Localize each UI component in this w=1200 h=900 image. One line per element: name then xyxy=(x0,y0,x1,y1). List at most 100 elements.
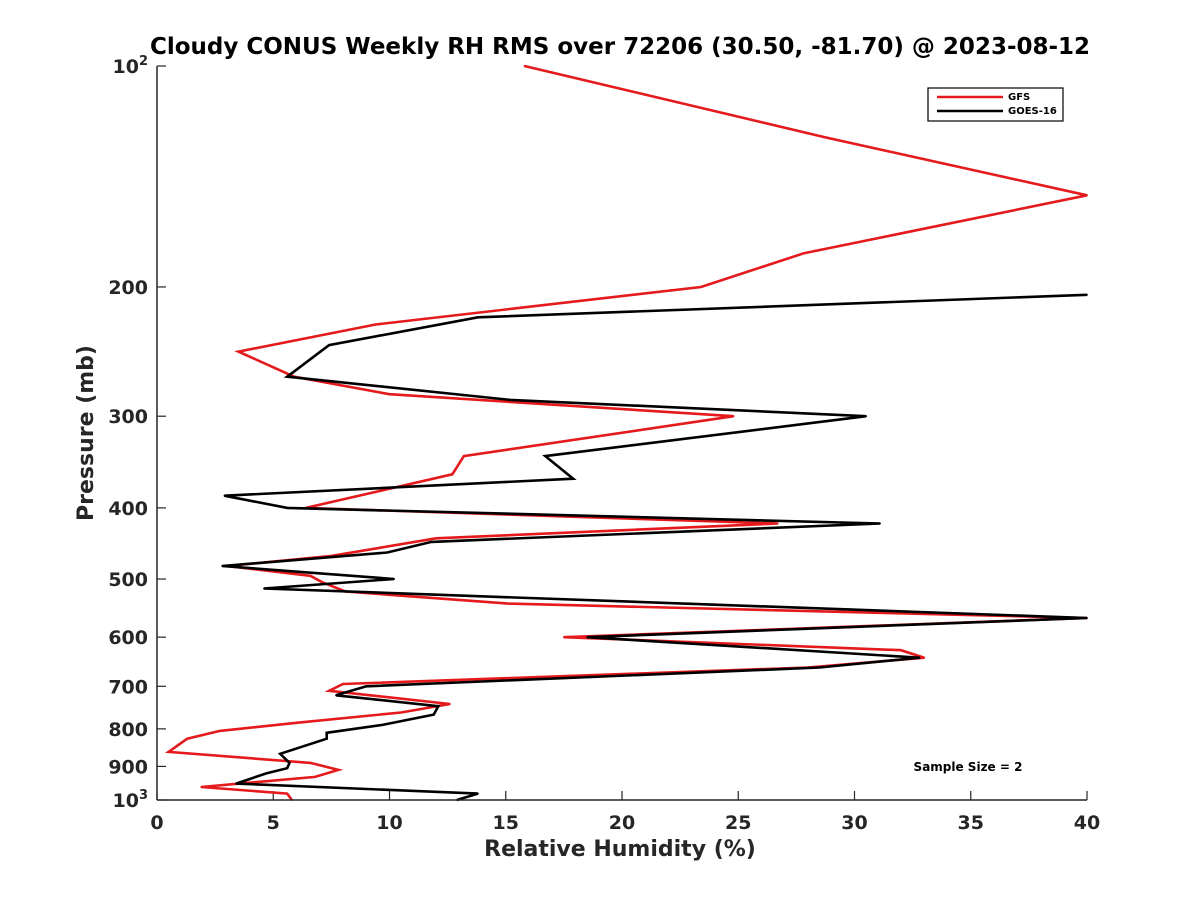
y-tick-label: 103 xyxy=(113,788,149,812)
data-point-gfs xyxy=(923,656,926,659)
chart-title: Cloudy CONUS Weekly RH RMS over 72206 (3… xyxy=(150,34,1090,60)
y-tick-label: 900 xyxy=(108,756,148,778)
y-tick-label: 400 xyxy=(108,498,148,520)
data-point-goes16 xyxy=(393,578,396,580)
y-tick-label-text: 800 xyxy=(108,719,148,741)
y-tick-label-text: 600 xyxy=(108,627,148,649)
data-point-gfs xyxy=(1086,194,1088,197)
data-point-gfs xyxy=(337,769,340,771)
legend-label-goes16: GOES-16 xyxy=(1008,106,1057,117)
data-point-gfs xyxy=(295,721,298,724)
data-point-goes16 xyxy=(263,587,265,590)
data-point-gfs xyxy=(309,574,312,577)
y-tick-label-text: 900 xyxy=(108,756,148,778)
y-tick-label-text: 400 xyxy=(108,498,148,520)
data-point-goes16 xyxy=(279,752,282,755)
y-axis-ticks: 102 200 300 400 500 600 700 800 900 103 xyxy=(108,54,166,812)
data-point-goes16 xyxy=(328,344,330,346)
data-point-goes16 xyxy=(586,636,589,639)
data-point-goes16 xyxy=(335,694,337,697)
data-point-goes16 xyxy=(288,761,291,764)
data-point-gfs xyxy=(328,689,330,692)
y-tick-label-text: 200 xyxy=(108,277,148,299)
x-tick-label: 5 xyxy=(267,812,280,834)
data-point-goes16 xyxy=(879,522,881,525)
data-point-gfs xyxy=(167,751,170,753)
y-tick-label: 700 xyxy=(108,676,148,698)
data-point-gfs xyxy=(435,537,437,540)
data-point-gfs xyxy=(374,323,377,326)
series-layer xyxy=(164,64,1088,802)
y-axis-label: Pressure (mb) xyxy=(74,345,99,521)
data-point-gfs xyxy=(802,252,805,255)
data-point-goes16 xyxy=(432,713,435,716)
x-tick-label: 20 xyxy=(609,812,635,834)
y-tick-label-exponent: 3 xyxy=(139,788,148,803)
data-point-goes16 xyxy=(223,494,226,497)
data-point-gfs xyxy=(776,522,779,525)
x-tick-label: 40 xyxy=(1074,812,1100,834)
x-tick-label: 10 xyxy=(376,812,402,834)
data-point-gfs xyxy=(562,636,565,639)
data-point-gfs xyxy=(732,415,735,418)
data-point-gfs xyxy=(451,473,454,476)
data-point-gfs xyxy=(900,649,902,652)
series-line-goes16 xyxy=(221,293,1088,802)
legend-label-gfs: GFS xyxy=(1008,92,1030,103)
data-point-goes16 xyxy=(286,767,289,770)
data-point-gfs xyxy=(309,761,312,764)
data-point-gfs xyxy=(342,683,344,685)
y-tick-label: 200 xyxy=(108,277,148,299)
legend: GFS GOES-16 xyxy=(927,87,1064,122)
data-point-gfs xyxy=(200,786,203,788)
data-point-goes16 xyxy=(381,723,384,726)
y-tick-label-exponent: 2 xyxy=(139,54,148,69)
data-point-goes16 xyxy=(325,737,328,740)
data-point-goes16 xyxy=(509,398,512,401)
data-point-goes16 xyxy=(265,772,268,775)
data-point-gfs xyxy=(400,711,403,714)
x-tick-label: 15 xyxy=(493,812,519,834)
data-point-goes16 xyxy=(325,731,328,734)
data-point-goes16 xyxy=(286,375,289,378)
x-tick-label: 35 xyxy=(958,812,984,834)
data-point-gfs xyxy=(523,65,526,67)
y-tick-label: 600 xyxy=(108,627,148,649)
legend-box xyxy=(927,87,1064,122)
data-point-goes16 xyxy=(572,477,575,480)
data-point-goes16 xyxy=(386,551,389,554)
data-point-goes16 xyxy=(437,705,440,708)
x-tick-label: 0 xyxy=(150,812,163,834)
data-point-gfs xyxy=(186,737,189,740)
data-point-goes16 xyxy=(476,792,479,795)
y-tick-label-text: 700 xyxy=(108,676,148,698)
data-point-goes16 xyxy=(221,565,224,567)
x-tick-label: 30 xyxy=(841,812,867,834)
data-point-gfs xyxy=(237,350,240,353)
data-point-gfs xyxy=(388,393,391,396)
data-point-gfs xyxy=(218,729,221,732)
data-point-goes16 xyxy=(1086,293,1088,296)
sample-size-annotation: Sample Size = 2 xyxy=(914,760,1023,774)
data-point-gfs xyxy=(449,703,451,705)
data-point-gfs xyxy=(700,286,702,288)
data-point-goes16 xyxy=(544,455,547,458)
x-tick-label: 25 xyxy=(725,812,751,834)
x-axis-ticks: 0 5 10 15 20 25 30 35 40 xyxy=(150,791,1100,834)
data-point-gfs xyxy=(286,792,289,795)
y-tick-label: 800 xyxy=(108,719,148,741)
y-tick-label: 102 xyxy=(113,54,149,78)
data-point-gfs xyxy=(823,136,826,139)
y-tick-label: 300 xyxy=(108,406,148,428)
data-point-goes16 xyxy=(286,507,289,509)
data-point-gfs xyxy=(507,602,509,605)
series-line-gfs xyxy=(164,64,1088,801)
data-point-goes16 xyxy=(865,415,868,418)
data-point-goes16 xyxy=(476,316,479,319)
y-tick-label: 500 xyxy=(108,569,148,591)
data-point-goes16 xyxy=(1086,617,1088,619)
data-point-goes16 xyxy=(365,685,368,688)
data-point-gfs xyxy=(321,581,323,584)
data-point-gfs xyxy=(463,455,465,458)
